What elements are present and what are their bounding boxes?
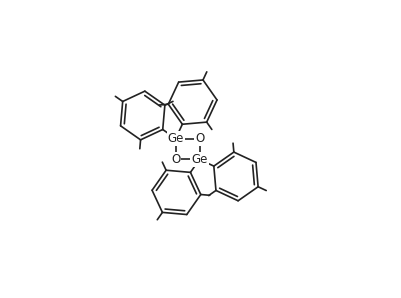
Text: O: O <box>170 153 180 166</box>
Text: Ge: Ge <box>167 132 183 145</box>
Text: Ge: Ge <box>191 153 207 166</box>
Text: O: O <box>194 132 204 145</box>
